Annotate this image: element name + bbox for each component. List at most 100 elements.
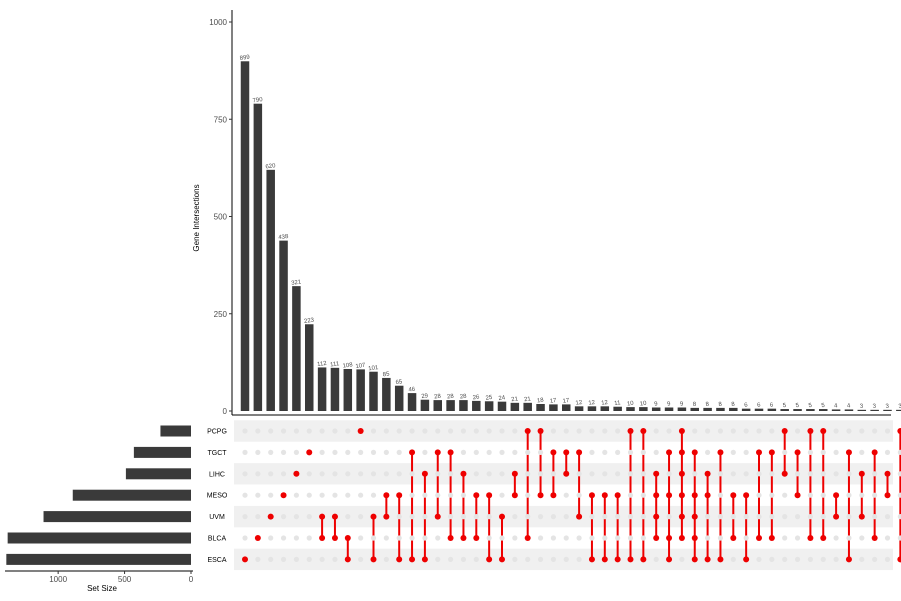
intersection-bar xyxy=(600,406,610,411)
matrix-dot-inactive xyxy=(448,556,454,563)
intersection-bar xyxy=(317,367,327,411)
intersection-bar-label: 3 xyxy=(885,404,890,410)
matrix-dot-active xyxy=(614,492,621,499)
matrix-dot-inactive xyxy=(422,449,428,455)
intersection-bar xyxy=(446,400,455,411)
intersection-bar xyxy=(292,286,301,411)
intersection-bar-label: 12 xyxy=(601,400,609,407)
matrix-dot-inactive xyxy=(345,514,351,520)
matrix-dot-inactive xyxy=(332,492,338,498)
matrix-dot-active xyxy=(524,428,531,434)
matrix-dot-inactive xyxy=(306,535,312,541)
matrix-dot-active xyxy=(897,428,901,434)
matrix-dot-inactive xyxy=(383,471,389,477)
matrix-dot-inactive xyxy=(872,556,878,563)
matrix-dot-inactive xyxy=(499,449,505,455)
intersection-bar xyxy=(407,393,417,411)
matrix-dot-active xyxy=(678,513,685,520)
intersection-bar xyxy=(613,406,622,411)
set-size-bar xyxy=(7,532,192,544)
matrix-dot-inactive xyxy=(486,514,492,520)
intersection-bar xyxy=(510,402,520,411)
intersection-bar xyxy=(433,400,442,411)
matrix-dot-active xyxy=(678,492,685,499)
matrix-dot-active xyxy=(267,513,274,520)
matrix-dot-inactive xyxy=(460,556,467,563)
matrix-dot-inactive xyxy=(807,492,814,498)
intersection-bar-label: 790 xyxy=(252,97,263,104)
matrix-dot-inactive xyxy=(422,514,428,520)
matrix-dot-active xyxy=(781,428,788,434)
matrix-dot-active xyxy=(473,535,480,541)
matrix-dot-active xyxy=(280,492,287,499)
intersection-bar-label: 5 xyxy=(795,403,800,409)
intersection-bar xyxy=(716,407,725,411)
intersection-bar xyxy=(266,169,275,411)
matrix-dot-active xyxy=(627,556,634,563)
intersection-bar xyxy=(780,409,789,411)
matrix-dot-inactive xyxy=(460,514,467,520)
matrix-dot-inactive xyxy=(794,556,801,563)
matrix-dot-inactive xyxy=(807,471,814,477)
matrix-dot-inactive xyxy=(794,535,801,541)
matrix-dot-inactive xyxy=(807,449,814,455)
matrix-dot-inactive xyxy=(345,428,351,434)
matrix-dot-inactive xyxy=(255,471,261,477)
intersection-bar xyxy=(343,368,353,411)
matrix-dot-active xyxy=(691,449,698,456)
intersection-bar xyxy=(420,399,430,411)
matrix-dot-active xyxy=(537,492,544,499)
intersection-bar xyxy=(741,408,751,411)
matrix-dot-active xyxy=(331,513,338,520)
intersection-bar-label: 6 xyxy=(770,402,775,408)
matrix-dot-inactive xyxy=(820,556,826,563)
matrix-dot-inactive xyxy=(448,428,454,434)
intersection-bar xyxy=(536,403,545,411)
matrix-dot-active xyxy=(640,428,647,434)
matrix-dot-inactive xyxy=(820,492,826,498)
matrix-dot-inactive xyxy=(782,492,788,498)
intersection-bar-label: 12 xyxy=(588,400,596,407)
matrix-dot-inactive xyxy=(794,514,801,520)
matrix-dot-inactive xyxy=(409,535,415,541)
matrix-dot-inactive xyxy=(268,556,274,563)
matrix-dot-inactive xyxy=(782,514,788,520)
matrix-dot-inactive xyxy=(705,449,711,455)
matrix-dot-active xyxy=(884,470,891,477)
intersection-bar xyxy=(819,409,828,411)
matrix-dot-inactive xyxy=(563,556,569,563)
set-label: TGCT xyxy=(207,450,227,457)
matrix-dot-inactive xyxy=(345,471,351,477)
matrix-dot-inactive xyxy=(345,449,351,455)
matrix-dot-active xyxy=(704,470,711,477)
matrix-dot-inactive xyxy=(448,471,454,477)
matrix-dot-inactive xyxy=(717,535,724,541)
intersection-bar-label: 12 xyxy=(575,400,583,407)
matrix-dot-inactive xyxy=(255,428,261,434)
matrix-dot-active xyxy=(511,492,518,499)
matrix-dot-active xyxy=(794,449,801,456)
matrix-dot-inactive xyxy=(486,428,492,434)
matrix-dot-inactive xyxy=(525,556,531,563)
matrix-dot-inactive xyxy=(550,535,557,541)
intersection-bar xyxy=(626,407,635,411)
matrix-dot-inactive xyxy=(319,492,325,498)
set-size-tick-label: 1000 xyxy=(49,575,67,584)
set-label: UVM xyxy=(209,514,225,521)
matrix-dot-active xyxy=(653,470,660,477)
matrix-dot-active xyxy=(743,492,750,499)
intersection-axis: 0 250 500 750 1000 xyxy=(209,10,891,416)
matrix-dot-active xyxy=(691,535,698,541)
matrix-dot-inactive xyxy=(756,471,762,477)
intersection-bar-label: 18 xyxy=(537,397,545,404)
matrix-dot-inactive xyxy=(268,492,274,498)
matrix-dot-inactive xyxy=(769,514,775,520)
y-tick-label: 0 xyxy=(223,407,228,416)
matrix-dot-active xyxy=(319,513,326,520)
matrix-dot-inactive xyxy=(473,471,479,477)
matrix-dot-inactive xyxy=(293,449,299,455)
matrix-dot-inactive xyxy=(422,535,428,541)
intersection-bar xyxy=(549,404,558,411)
matrix-dot-inactive xyxy=(268,428,274,434)
matrix-dot-inactive xyxy=(859,492,865,498)
